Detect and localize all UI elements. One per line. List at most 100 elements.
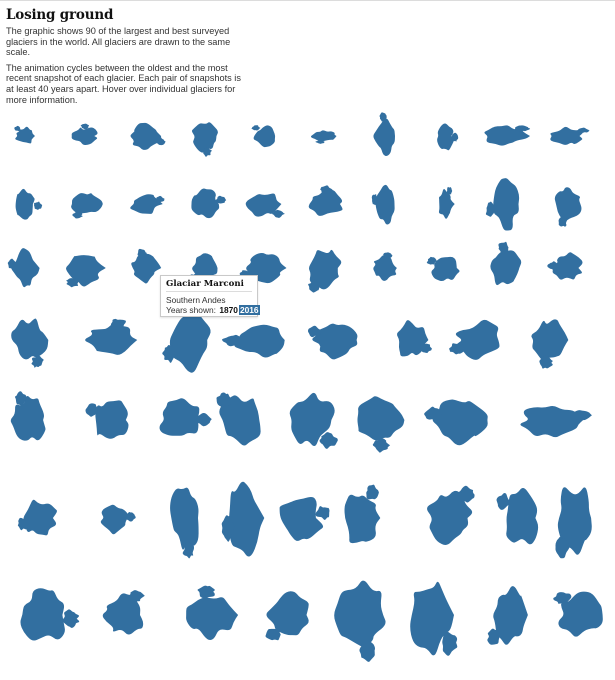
glacier-shape[interactable] xyxy=(307,323,358,360)
glacier-outline xyxy=(410,581,454,656)
glacier-shape[interactable] xyxy=(547,252,583,280)
glacier-outline xyxy=(186,597,239,641)
glacier-shape[interactable] xyxy=(15,188,43,220)
glacier-shape[interactable] xyxy=(531,319,569,369)
glacier-shape[interactable] xyxy=(357,396,405,453)
glacier-outline xyxy=(552,252,583,280)
glacier-shape[interactable] xyxy=(437,123,459,151)
glacier-tributary xyxy=(62,609,80,628)
glacier-shape[interactable] xyxy=(131,248,162,284)
glacier-shape[interactable] xyxy=(251,125,276,148)
glacier-shape[interactable] xyxy=(373,112,395,156)
glacier-shape[interactable] xyxy=(170,487,199,559)
glacier-shape[interactable] xyxy=(344,484,381,544)
glacier-outline xyxy=(344,494,381,544)
glacier-shape[interactable] xyxy=(191,122,218,157)
glacier-tributary xyxy=(451,132,459,142)
glacier-shape[interactable] xyxy=(424,399,488,446)
glacier-outline xyxy=(431,256,460,281)
glacier-tributary xyxy=(547,261,558,271)
glacier-shape[interactable] xyxy=(100,504,136,535)
glacier-shape[interactable] xyxy=(221,481,265,557)
glacier-tributary xyxy=(539,355,553,369)
glacier-shape[interactable] xyxy=(427,485,475,545)
glacier-shape[interactable] xyxy=(308,249,342,293)
glacier-tributary xyxy=(307,325,322,338)
glacier-shape[interactable] xyxy=(14,125,35,144)
glacier-shape[interactable] xyxy=(162,312,211,373)
glacier-shape[interactable] xyxy=(410,581,458,656)
glacier-shape[interactable] xyxy=(66,255,106,288)
glacier-tributary xyxy=(14,391,27,407)
glacier-shape[interactable] xyxy=(373,252,397,281)
glacier-shape[interactable] xyxy=(554,187,582,227)
glacier-tributary xyxy=(496,493,511,510)
intro-text: The graphic shows 90 of the largest and … xyxy=(6,26,246,110)
glacier-shape[interactable] xyxy=(130,194,165,214)
glacier-shape[interactable] xyxy=(334,580,386,662)
glacier-shape[interactable] xyxy=(186,585,239,641)
intro-paragraph-1: The graphic shows 90 of the largest and … xyxy=(6,26,231,58)
glacier-outline xyxy=(312,323,358,360)
glacier-shape[interactable] xyxy=(490,241,522,286)
glacier-tributary xyxy=(216,392,232,407)
glacier-shape[interactable] xyxy=(11,318,49,368)
glacier-shape[interactable] xyxy=(102,590,145,635)
glacier-outline xyxy=(219,395,261,446)
glacier-shape[interactable] xyxy=(85,400,129,439)
glacier-shape[interactable] xyxy=(17,499,57,536)
glacier-shape[interactable] xyxy=(371,184,395,225)
glacier-shape[interactable] xyxy=(308,185,343,216)
glacier-outline xyxy=(234,324,285,358)
glacier-outline xyxy=(229,481,265,557)
glacier-tributary xyxy=(424,406,443,421)
glacier-shape[interactable] xyxy=(496,488,539,545)
glacier-shape[interactable] xyxy=(426,256,460,281)
glacier-shape[interactable] xyxy=(520,406,592,438)
glacier-tributary xyxy=(125,511,136,522)
glacier-shape[interactable] xyxy=(216,392,261,446)
glacier-outline xyxy=(438,189,455,219)
glacier-shape[interactable] xyxy=(279,496,330,541)
glacier-shape[interactable] xyxy=(553,591,603,637)
tooltip-years-label: Years shown: xyxy=(166,305,216,315)
glacier-shape[interactable] xyxy=(10,391,46,441)
glacier-outline xyxy=(192,253,218,282)
glacier-outline xyxy=(554,187,582,221)
glacier-shape[interactable] xyxy=(191,188,227,219)
glacier-outline xyxy=(10,395,46,441)
glacier-shape[interactable] xyxy=(449,319,500,360)
glacier-shape[interactable] xyxy=(71,193,103,219)
glacier-outline xyxy=(130,194,163,214)
glacier-shape[interactable] xyxy=(555,487,592,559)
glacier-tributary xyxy=(110,318,126,328)
glacier-outline xyxy=(373,255,397,281)
glacier-shape[interactable] xyxy=(310,130,337,144)
glacier-shape[interactable] xyxy=(484,125,531,146)
glacier-shape[interactable] xyxy=(221,324,285,358)
glacier-tributary xyxy=(553,592,572,604)
glacier-shape[interactable] xyxy=(159,398,212,436)
glacier-tributary xyxy=(31,355,44,368)
glacier-shape[interactable] xyxy=(397,320,432,357)
glacier-shape[interactable] xyxy=(7,248,40,288)
glacier-shape[interactable] xyxy=(130,122,166,150)
glacier-shape[interactable] xyxy=(487,586,528,645)
glacier-shape[interactable] xyxy=(438,186,455,219)
glacier-shape[interactable] xyxy=(85,318,138,355)
glacier-tributary xyxy=(215,195,227,204)
glacier-shape[interactable] xyxy=(289,392,338,449)
glacier-outline xyxy=(558,591,603,637)
glacier-shape[interactable] xyxy=(485,178,520,231)
glacier-outline xyxy=(191,122,218,153)
glacier-tributary xyxy=(162,345,176,363)
tooltip-year-recent: 2016 xyxy=(238,305,260,315)
glacier-shape[interactable] xyxy=(71,123,98,146)
glacier-shape[interactable] xyxy=(245,193,285,218)
glacier-shape[interactable] xyxy=(20,588,80,641)
glacier-shape[interactable] xyxy=(550,126,590,145)
glacier-tributary xyxy=(7,258,17,269)
glacier-shape[interactable] xyxy=(265,591,309,641)
glacier-tributary xyxy=(558,217,568,227)
glacier-tributary xyxy=(570,410,592,421)
